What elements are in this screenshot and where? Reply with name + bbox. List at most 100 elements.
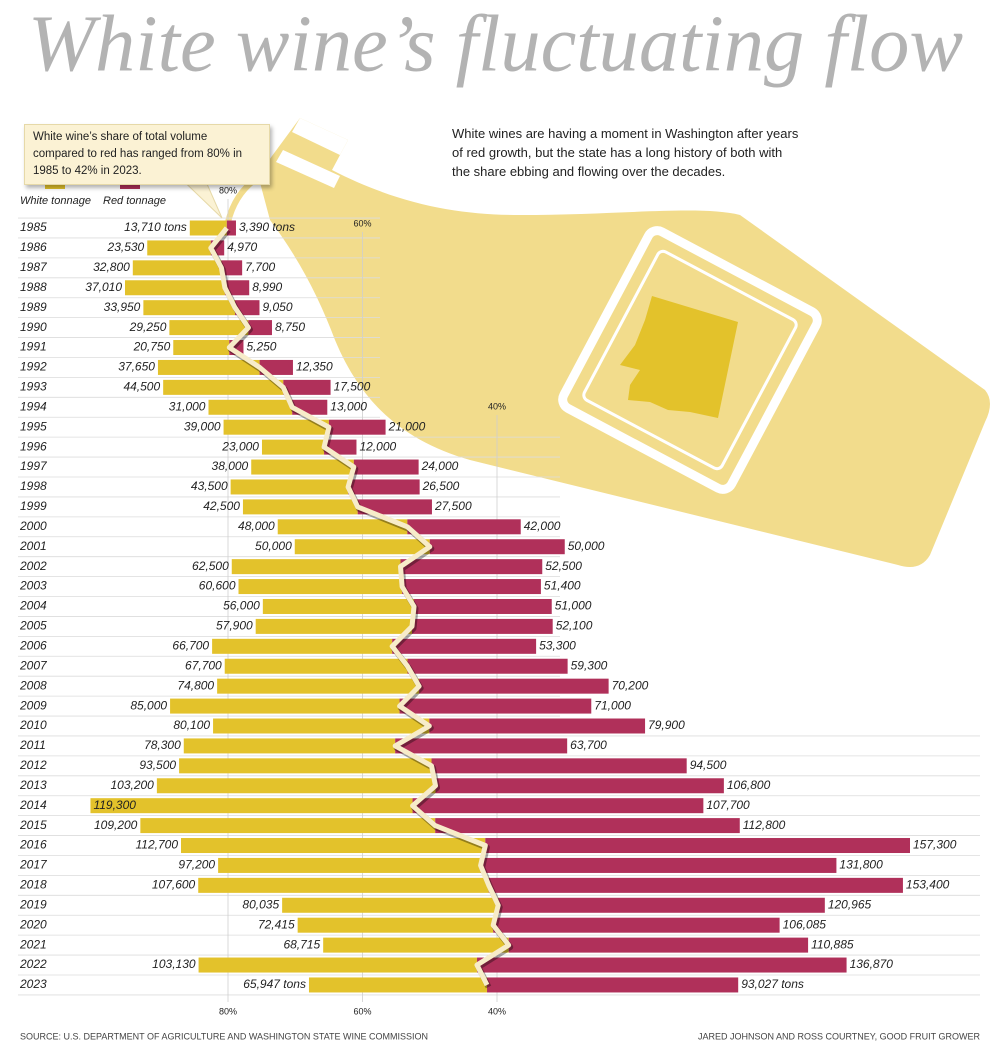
value-label: 5,250 bbox=[246, 340, 276, 354]
credit: JARED JOHNSON AND ROSS COURTNEY, GOOD FR… bbox=[698, 1031, 981, 1041]
value-label: 39,000 bbox=[184, 419, 221, 433]
value-label: 80,035 bbox=[242, 897, 279, 911]
bar bbox=[224, 280, 250, 296]
bar bbox=[157, 359, 260, 375]
bar bbox=[412, 618, 553, 634]
value-label: 42,500 bbox=[203, 499, 240, 513]
bar bbox=[143, 300, 236, 316]
bar bbox=[221, 260, 243, 276]
value-label: 136,870 bbox=[850, 957, 894, 971]
y-tick-label: 2000 bbox=[19, 519, 47, 533]
x-tick-label: 80% bbox=[219, 1006, 237, 1016]
value-label: 32,800 bbox=[93, 260, 130, 274]
bar bbox=[226, 220, 236, 236]
value-label: 8,990 bbox=[252, 280, 282, 294]
bar bbox=[485, 838, 911, 854]
y-tick-label: 2003 bbox=[19, 579, 47, 593]
y-tick-label: 2009 bbox=[19, 698, 47, 712]
bar bbox=[294, 539, 430, 555]
value-label: 43,500 bbox=[191, 479, 228, 493]
y-tick-label: 1988 bbox=[20, 280, 47, 294]
y-tick-label: 2010 bbox=[19, 718, 47, 732]
y-tick-label: 2008 bbox=[19, 678, 47, 692]
x-tick-label: 80% bbox=[219, 185, 237, 195]
bar bbox=[400, 559, 543, 575]
value-label: 56,000 bbox=[223, 599, 260, 613]
value-label: 48,000 bbox=[238, 519, 275, 533]
y-tick-label: 1989 bbox=[20, 300, 47, 314]
bar bbox=[156, 778, 436, 794]
value-label: 65,947 tons bbox=[243, 977, 306, 991]
y-tick-label: 2013 bbox=[19, 778, 47, 792]
value-label: 74,800 bbox=[177, 678, 214, 692]
bottle bbox=[258, 118, 990, 568]
bar bbox=[414, 598, 552, 614]
value-label: 131,800 bbox=[839, 858, 883, 872]
x-tick-label: 60% bbox=[353, 1006, 371, 1016]
bar bbox=[277, 519, 408, 535]
y-tick-label: 2001 bbox=[19, 539, 47, 553]
bar bbox=[429, 539, 565, 555]
share-line bbox=[208, 226, 512, 987]
rows: White tonnage Red tonnage 80% 80% 60% 60% 40% 4… bbox=[18, 173, 980, 1016]
value-label: 93,500 bbox=[139, 758, 176, 772]
bar bbox=[419, 678, 609, 694]
bar bbox=[183, 738, 396, 754]
bar bbox=[224, 658, 408, 674]
value-label: 3,390 tons bbox=[239, 220, 295, 234]
y-tick-label: 1987 bbox=[20, 260, 48, 274]
value-label: 106,800 bbox=[727, 778, 771, 792]
bar bbox=[283, 379, 331, 395]
bar bbox=[181, 838, 486, 854]
bar bbox=[238, 579, 403, 595]
description: White wines are having a moment in Washi… bbox=[452, 126, 799, 179]
bar bbox=[431, 758, 687, 774]
y-tick-label: 1999 bbox=[20, 499, 47, 513]
bar bbox=[328, 419, 386, 435]
value-label: 78,300 bbox=[144, 738, 181, 752]
y-tick-label: 2016 bbox=[19, 838, 47, 852]
bottle-label bbox=[558, 226, 822, 494]
value-label: 42,000 bbox=[524, 519, 561, 533]
bar bbox=[189, 220, 227, 236]
y-tick-label: 2023 bbox=[19, 977, 47, 991]
value-label: 9,050 bbox=[262, 300, 292, 314]
y-tick-label: 2012 bbox=[19, 758, 47, 772]
bar bbox=[282, 897, 499, 913]
bar bbox=[170, 698, 400, 714]
value-label: 50,000 bbox=[255, 539, 292, 553]
bar bbox=[198, 877, 489, 893]
value-label: 97,200 bbox=[178, 858, 215, 872]
y-tick-label: 1985 bbox=[20, 220, 47, 234]
y-tick-label: 2018 bbox=[19, 878, 47, 892]
bar bbox=[230, 479, 349, 495]
value-label: 24,000 bbox=[421, 459, 459, 473]
value-label: 7,700 bbox=[245, 260, 275, 274]
bar bbox=[147, 240, 211, 256]
value-label: 8,750 bbox=[275, 320, 305, 334]
bar bbox=[429, 718, 646, 734]
value-label: 119,300 bbox=[93, 798, 136, 812]
value-label: 51,400 bbox=[544, 579, 581, 593]
value-label: 72,415 bbox=[258, 917, 295, 931]
bar bbox=[179, 758, 432, 774]
y-tick-label: 2004 bbox=[19, 599, 47, 613]
value-label: 79,900 bbox=[648, 718, 685, 732]
value-label: 33,950 bbox=[104, 300, 141, 314]
value-label: 103,130 bbox=[152, 957, 196, 971]
value-label: 12,000 bbox=[359, 439, 396, 453]
bar bbox=[477, 957, 847, 973]
y-tick-label: 1998 bbox=[20, 479, 47, 493]
bar bbox=[407, 519, 521, 535]
bar bbox=[399, 698, 592, 714]
bar bbox=[262, 598, 415, 614]
bar bbox=[132, 260, 222, 276]
y-tick-label: 2017 bbox=[19, 858, 48, 872]
value-label: 26,500 bbox=[422, 479, 460, 493]
bar bbox=[480, 857, 837, 873]
value-label: 31,000 bbox=[169, 399, 206, 413]
bar bbox=[90, 798, 413, 814]
value-label: 4,970 bbox=[227, 240, 257, 254]
bar bbox=[213, 718, 430, 734]
